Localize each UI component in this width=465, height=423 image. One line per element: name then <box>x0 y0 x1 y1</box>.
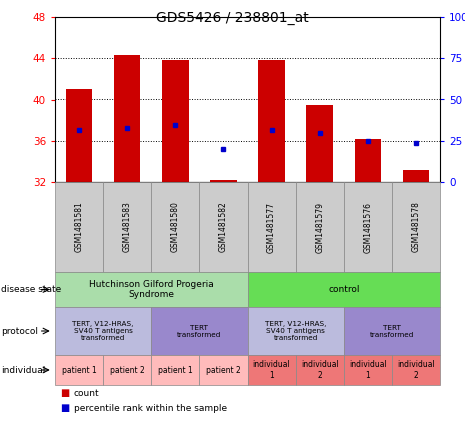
Text: GSM1481582: GSM1481582 <box>219 202 228 253</box>
Text: TERT
transformed: TERT transformed <box>177 324 221 338</box>
Text: individual
2: individual 2 <box>301 360 339 380</box>
Bar <box>259 60 285 182</box>
Bar <box>355 139 381 182</box>
Text: GSM1481576: GSM1481576 <box>363 201 372 253</box>
Text: GSM1481578: GSM1481578 <box>412 202 420 253</box>
Text: ■: ■ <box>60 388 69 398</box>
Text: patient 1: patient 1 <box>158 365 193 374</box>
Text: GSM1481583: GSM1481583 <box>123 202 132 253</box>
Text: GSM1481580: GSM1481580 <box>171 202 180 253</box>
Text: TERT, V12-HRAS,
SV40 T antigens
transformed: TERT, V12-HRAS, SV40 T antigens transfor… <box>265 321 326 341</box>
Text: protocol: protocol <box>1 327 38 335</box>
Bar <box>403 170 429 182</box>
Text: individual: individual <box>1 365 45 374</box>
Text: control: control <box>328 285 359 294</box>
Text: percentile rank within the sample: percentile rank within the sample <box>73 404 227 412</box>
Bar <box>114 55 140 182</box>
Text: disease state: disease state <box>1 285 61 294</box>
Text: GSM1481581: GSM1481581 <box>74 202 84 253</box>
Text: patient 2: patient 2 <box>206 365 241 374</box>
Text: Hutchinson Gilford Progeria
Syndrome: Hutchinson Gilford Progeria Syndrome <box>89 280 213 299</box>
Text: individual
2: individual 2 <box>397 360 435 380</box>
Text: ■: ■ <box>60 403 69 413</box>
Bar <box>210 180 237 182</box>
Text: patient 2: patient 2 <box>110 365 145 374</box>
Text: TERT
transformed: TERT transformed <box>370 324 414 338</box>
Text: GSM1481577: GSM1481577 <box>267 201 276 253</box>
Text: individual
1: individual 1 <box>349 360 387 380</box>
Text: individual
1: individual 1 <box>252 360 291 380</box>
Text: count: count <box>73 388 99 398</box>
Text: GDS5426 / 238801_at: GDS5426 / 238801_at <box>156 11 309 25</box>
Text: TERT, V12-HRAS,
SV40 T antigens
transformed: TERT, V12-HRAS, SV40 T antigens transfor… <box>73 321 134 341</box>
Bar <box>306 104 333 182</box>
Bar <box>66 89 92 182</box>
Text: GSM1481579: GSM1481579 <box>315 201 324 253</box>
Bar <box>162 60 188 182</box>
Text: patient 1: patient 1 <box>62 365 96 374</box>
